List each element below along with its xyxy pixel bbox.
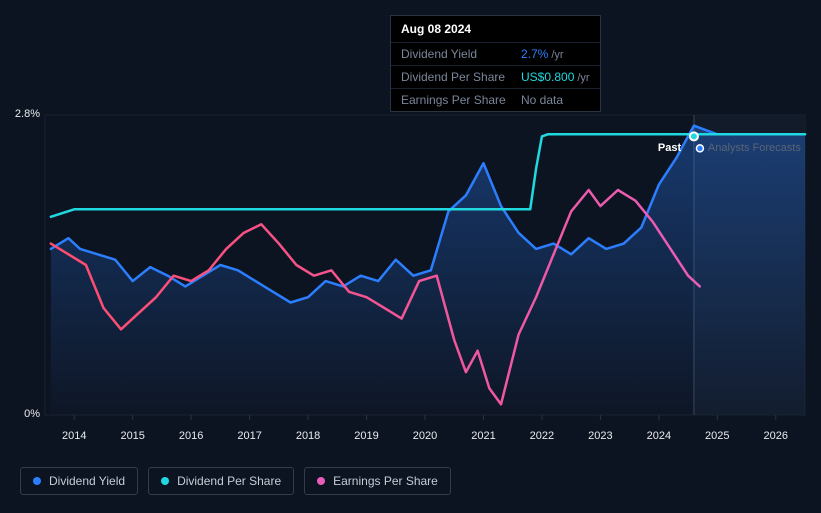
x-tick-label: 2024 <box>647 430 671 442</box>
x-tick-label: 2017 <box>237 430 261 442</box>
legend-dot <box>317 477 325 485</box>
y-tick-label: 0% <box>12 408 40 420</box>
forecasts-label: Analysts Forecasts <box>708 142 801 154</box>
tooltip-date: Aug 08 2024 <box>391 16 600 42</box>
y-tick-label: 2.8% <box>12 108 40 120</box>
tooltip-row-value: 2.7%/yr <box>521 47 564 61</box>
tooltip-row: Earnings Per ShareNo data <box>391 88 600 111</box>
legend-dot <box>161 477 169 485</box>
tooltip-row-value: No data <box>521 93 563 107</box>
x-tick-label: 2016 <box>179 430 203 442</box>
chart-tooltip: Aug 08 2024 Dividend Yield2.7%/yrDividen… <box>390 15 601 112</box>
x-tick-label: 2019 <box>354 430 378 442</box>
x-tick-label: 2014 <box>62 430 86 442</box>
legend-item[interactable]: Dividend Yield <box>20 467 138 495</box>
legend-label: Dividend Yield <box>49 474 125 488</box>
chart-legend: Dividend Yield Dividend Per Share Earnings… <box>20 467 451 495</box>
tooltip-row-value: US$0.800/yr <box>521 70 590 84</box>
legend-label: Earnings Per Share <box>333 474 438 488</box>
x-tick-label: 2025 <box>705 430 729 442</box>
legend-item[interactable]: Dividend Per Share <box>148 467 294 495</box>
tooltip-row-label: Dividend Per Share <box>401 70 521 84</box>
legend-label: Dividend Per Share <box>177 474 281 488</box>
x-tick-label: 2022 <box>530 430 554 442</box>
x-tick-label: 2026 <box>764 430 788 442</box>
tooltip-row: Dividend Per ShareUS$0.800/yr <box>391 65 600 88</box>
tooltip-row-label: Earnings Per Share <box>401 93 521 107</box>
tooltip-row-label: Dividend Yield <box>401 47 521 61</box>
tooltip-row: Dividend Yield2.7%/yr <box>391 42 600 65</box>
x-tick-label: 2015 <box>120 430 144 442</box>
x-tick-label: 2020 <box>413 430 437 442</box>
legend-dot <box>33 477 41 485</box>
past-label: Past <box>658 142 681 154</box>
x-tick-label: 2023 <box>588 430 612 442</box>
legend-item[interactable]: Earnings Per Share <box>304 467 451 495</box>
x-tick-label: 2018 <box>296 430 320 442</box>
x-tick-label: 2021 <box>471 430 495 442</box>
